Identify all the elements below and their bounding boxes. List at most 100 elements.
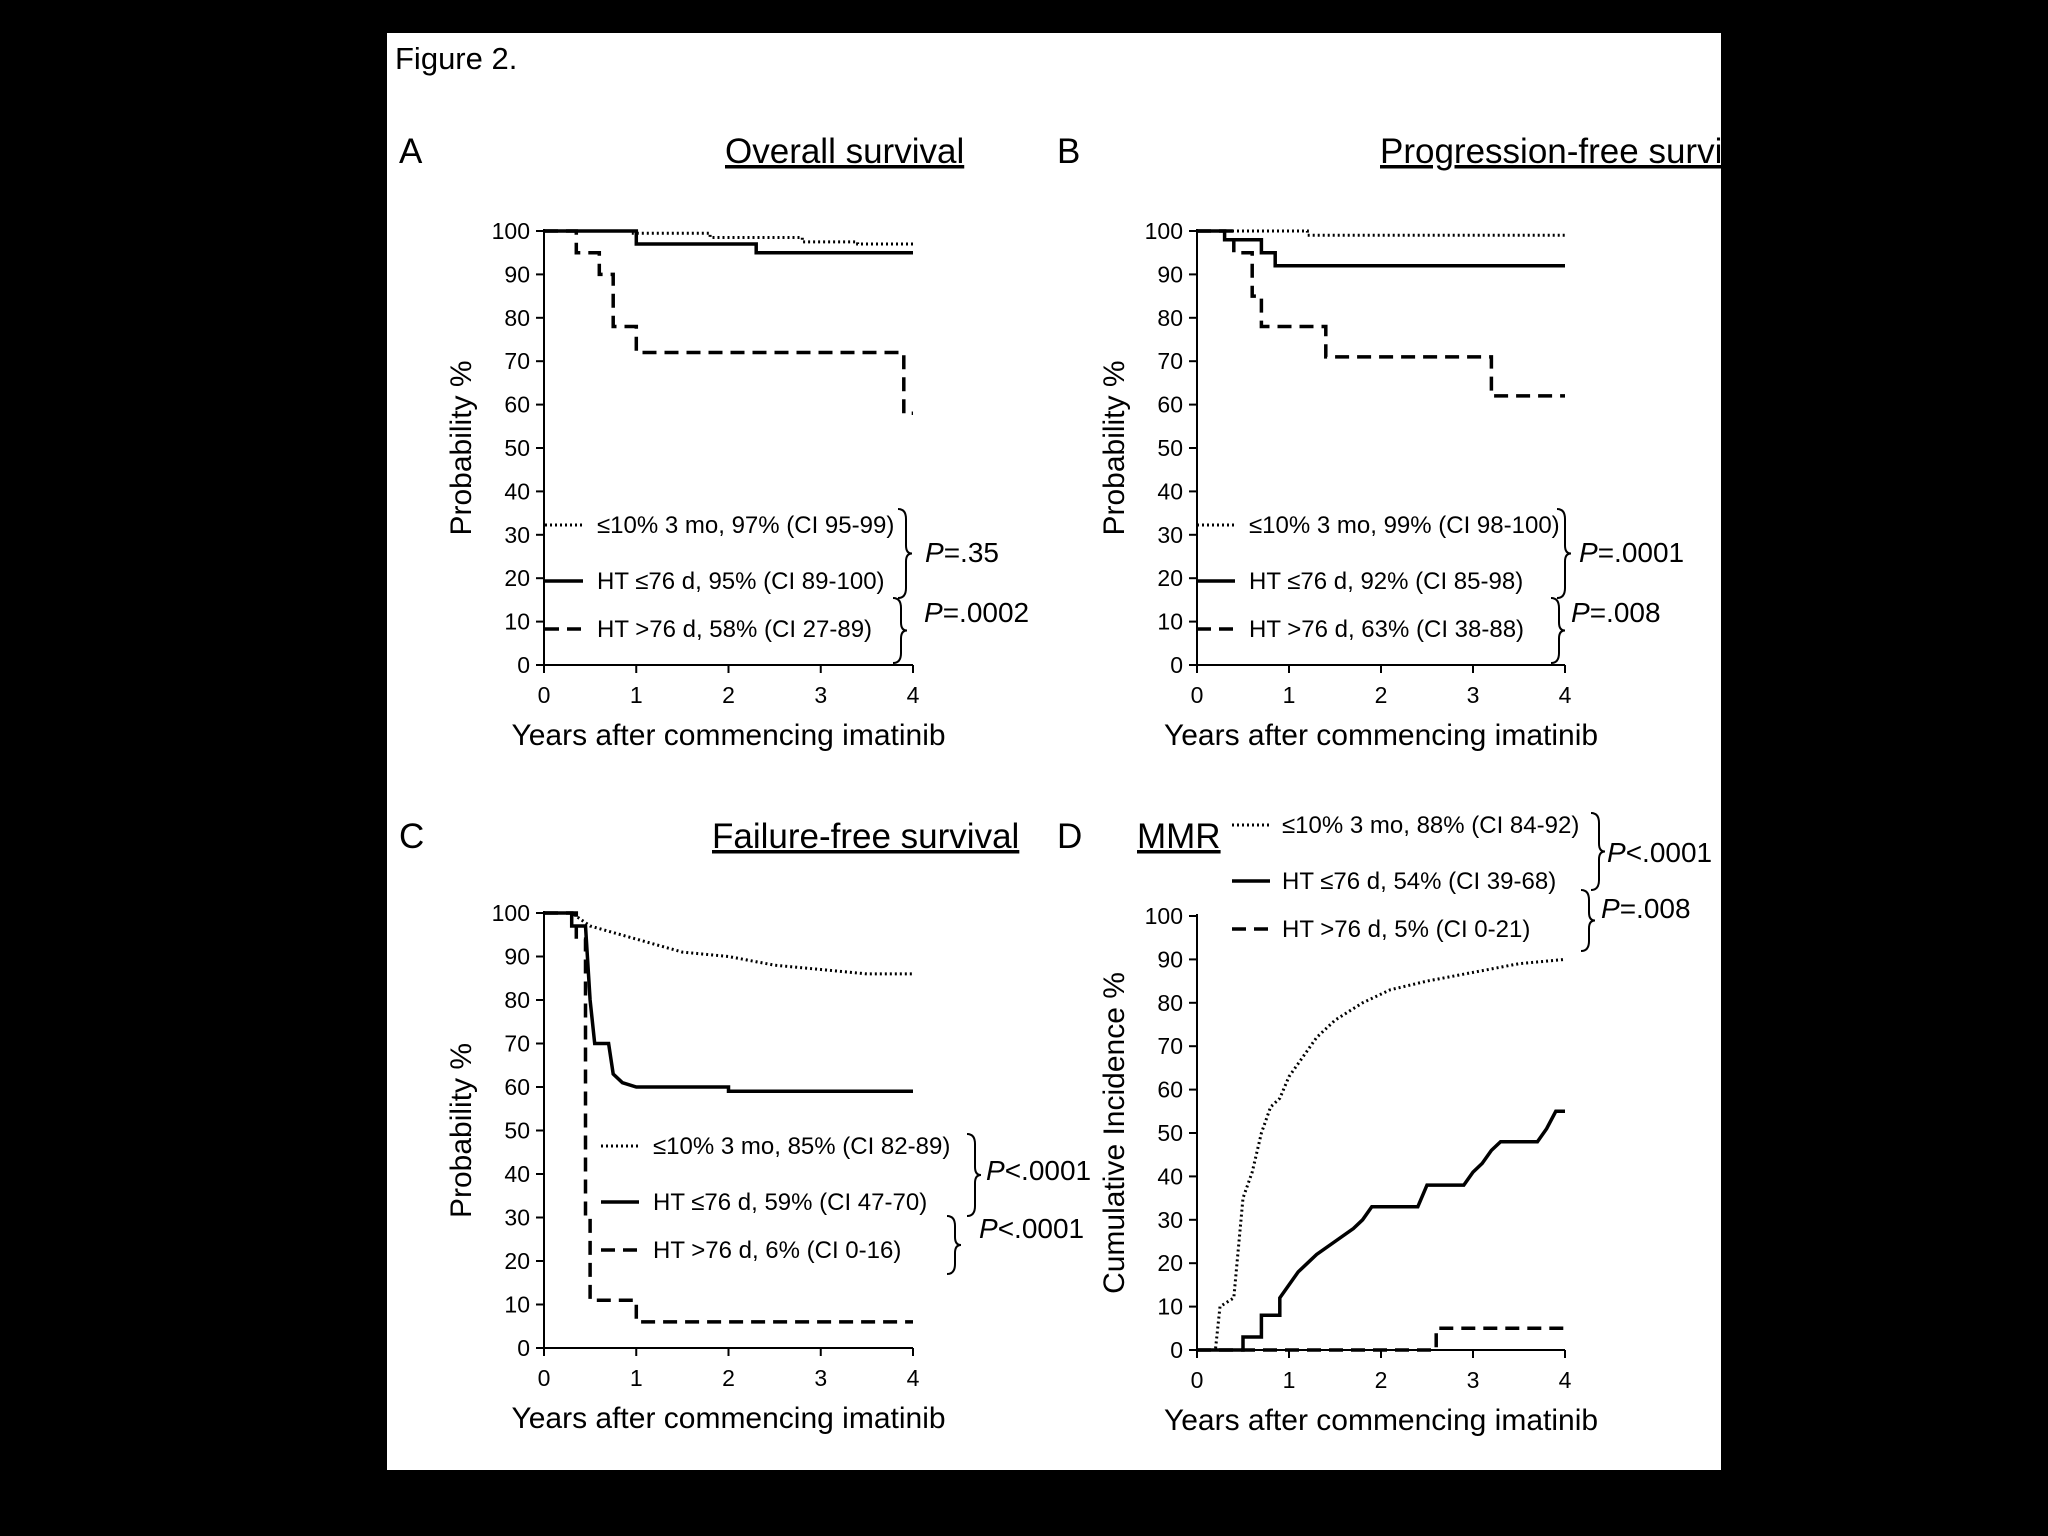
x-tick-label: 3 [1467, 682, 1480, 708]
y-tick-label: 90 [504, 944, 530, 970]
y-tick-label: 10 [1157, 1294, 1183, 1320]
x-tick-label: 0 [538, 682, 551, 708]
y-tick-label: 70 [1157, 348, 1183, 374]
plots-svg: A Overall survival01020304050607080901000… [399, 132, 1721, 1437]
y-tick-label: 30 [1157, 522, 1183, 548]
x-tick-label: 1 [1283, 682, 1296, 708]
legend-label: ≤10% 3 mo, 99% (CI 98-100) [1249, 512, 1560, 539]
p-value-number: <.0001 [1626, 837, 1712, 868]
y-tick-label: 90 [1157, 946, 1183, 972]
p-value: P=.0002 [924, 597, 1029, 628]
x-tick-label: 3 [1467, 1367, 1480, 1393]
legend-label: HT >76 d, 5% (CI 0-21) [1282, 916, 1530, 943]
panel-title: Progression-free survival [1380, 132, 1721, 171]
p-value: P=.35 [925, 537, 999, 568]
p-value-number: =.0002 [943, 597, 1029, 628]
series-line-dashed [1197, 1326, 1565, 1352]
legend-label: HT ≤76 d, 92% (CI 85-98) [1249, 568, 1523, 595]
panel-letter: B [1057, 132, 1080, 171]
x-tick-label: 3 [814, 682, 827, 708]
legend-label: HT >76 d, 6% (CI 0-16) [653, 1237, 901, 1264]
x-tick-label: 4 [1559, 682, 1572, 708]
series-line-dashed [544, 229, 913, 416]
panel-letter: D [1057, 817, 1082, 856]
y-tick-label: 20 [1157, 565, 1183, 591]
y-tick-label: 40 [504, 478, 530, 504]
legend-label: HT ≤76 d, 59% (CI 47-70) [653, 1189, 927, 1216]
bracket [892, 597, 908, 664]
p-value: P=.008 [1571, 597, 1661, 628]
panel-title: Overall survival [725, 132, 964, 171]
y-tick-label: 50 [504, 1118, 530, 1144]
y-tick-label: 40 [1157, 478, 1183, 504]
y-tick-label: 90 [1157, 261, 1183, 287]
figure: Figure 2. A Overall survival 0 10 20 30 40 50 60… [387, 33, 1721, 1470]
y-tick-label: 100 [1145, 903, 1183, 929]
y-tick-label: 30 [504, 1205, 530, 1231]
y-tick-label: 20 [504, 565, 530, 591]
series-line-dotted [1197, 957, 1566, 1352]
legend-label: ≤10% 3 mo, 88% (CI 84-92) [1282, 812, 1579, 839]
x-tick-label: 1 [630, 682, 643, 708]
y-tick-label: 50 [1157, 1120, 1183, 1146]
p-value-number: <.0001 [1005, 1155, 1091, 1186]
p-value-letter: P [1579, 537, 1598, 568]
p-value-letter: P [979, 1213, 998, 1244]
y-tick-label: 20 [504, 1248, 530, 1274]
y-tick-label: 80 [1157, 305, 1183, 331]
x-tick-label: 0 [1191, 682, 1204, 708]
legend-label: ≤10% 3 mo, 97% (CI 95-99) [597, 512, 894, 539]
y-tick-label: 90 [504, 261, 530, 287]
y-tick-label: 30 [504, 522, 530, 548]
series-line-solid [544, 229, 913, 255]
bracket [1556, 508, 1572, 599]
legend-label: HT >76 d, 63% (CI 38-88) [1249, 616, 1524, 643]
series-line-solid [1197, 1109, 1565, 1352]
bracket [966, 1133, 982, 1217]
x-tick-label: 0 [1191, 1367, 1204, 1393]
panel-title: Failure-free survival [712, 817, 1019, 856]
bracket [897, 508, 913, 599]
series-line-dashed [1197, 229, 1565, 398]
y-tick-label: 20 [1157, 1250, 1183, 1276]
p-value-letter: P [925, 537, 944, 568]
y-axis-label: Probability % [1098, 360, 1131, 535]
y-axis-label: Probability % [445, 1043, 478, 1218]
p-value: P<.0001 [986, 1155, 1091, 1186]
bracket [1590, 812, 1606, 891]
y-tick-label: 40 [1157, 1163, 1183, 1189]
x-tick-label: 2 [722, 1365, 735, 1391]
y-tick-label: 100 [492, 218, 530, 244]
legend-label: HT ≤76 d, 54% (CI 39-68) [1282, 868, 1556, 895]
p-value: P=.0001 [1579, 537, 1684, 568]
x-axis-label: Years after commencing imatinib [1164, 1404, 1598, 1437]
y-tick-label: 70 [1157, 1033, 1183, 1059]
y-tick-label: 0 [1170, 652, 1183, 678]
x-tick-label: 3 [814, 1365, 827, 1391]
panel-a: A Overall survival 0 10 20 30 40 50 60 70 80 90 100 0… [399, 132, 1029, 752]
bracket [1580, 889, 1596, 952]
y-tick-label: 80 [504, 305, 530, 331]
legend-label: ≤10% 3 mo, 85% (CI 82-89) [653, 1133, 950, 1160]
p-value-number: =.008 [1620, 893, 1691, 924]
y-tick-label: 60 [504, 392, 530, 418]
p-value-letter: P [1571, 597, 1590, 628]
series-line-solid [544, 911, 913, 1094]
series-line-dashed [544, 911, 913, 1324]
x-tick-label: 1 [630, 1365, 643, 1391]
bracket [946, 1215, 962, 1275]
y-tick-label: 60 [504, 1074, 530, 1100]
y-tick-label: 80 [504, 987, 530, 1013]
x-tick-label: 2 [722, 682, 735, 708]
x-axis-label: Years after commencing imatinib [1164, 719, 1598, 752]
y-tick-label: 10 [1157, 609, 1183, 635]
p-value-number: =.008 [1590, 597, 1661, 628]
y-tick-label: 60 [1157, 392, 1183, 418]
y-tick-label: 100 [492, 900, 530, 926]
y-tick-label: 40 [504, 1161, 530, 1187]
p-value-letter: P [986, 1155, 1005, 1186]
p-value-number: =.35 [944, 537, 999, 568]
y-tick-label: 80 [1157, 990, 1183, 1016]
y-axis-label: Probability % [445, 360, 478, 535]
